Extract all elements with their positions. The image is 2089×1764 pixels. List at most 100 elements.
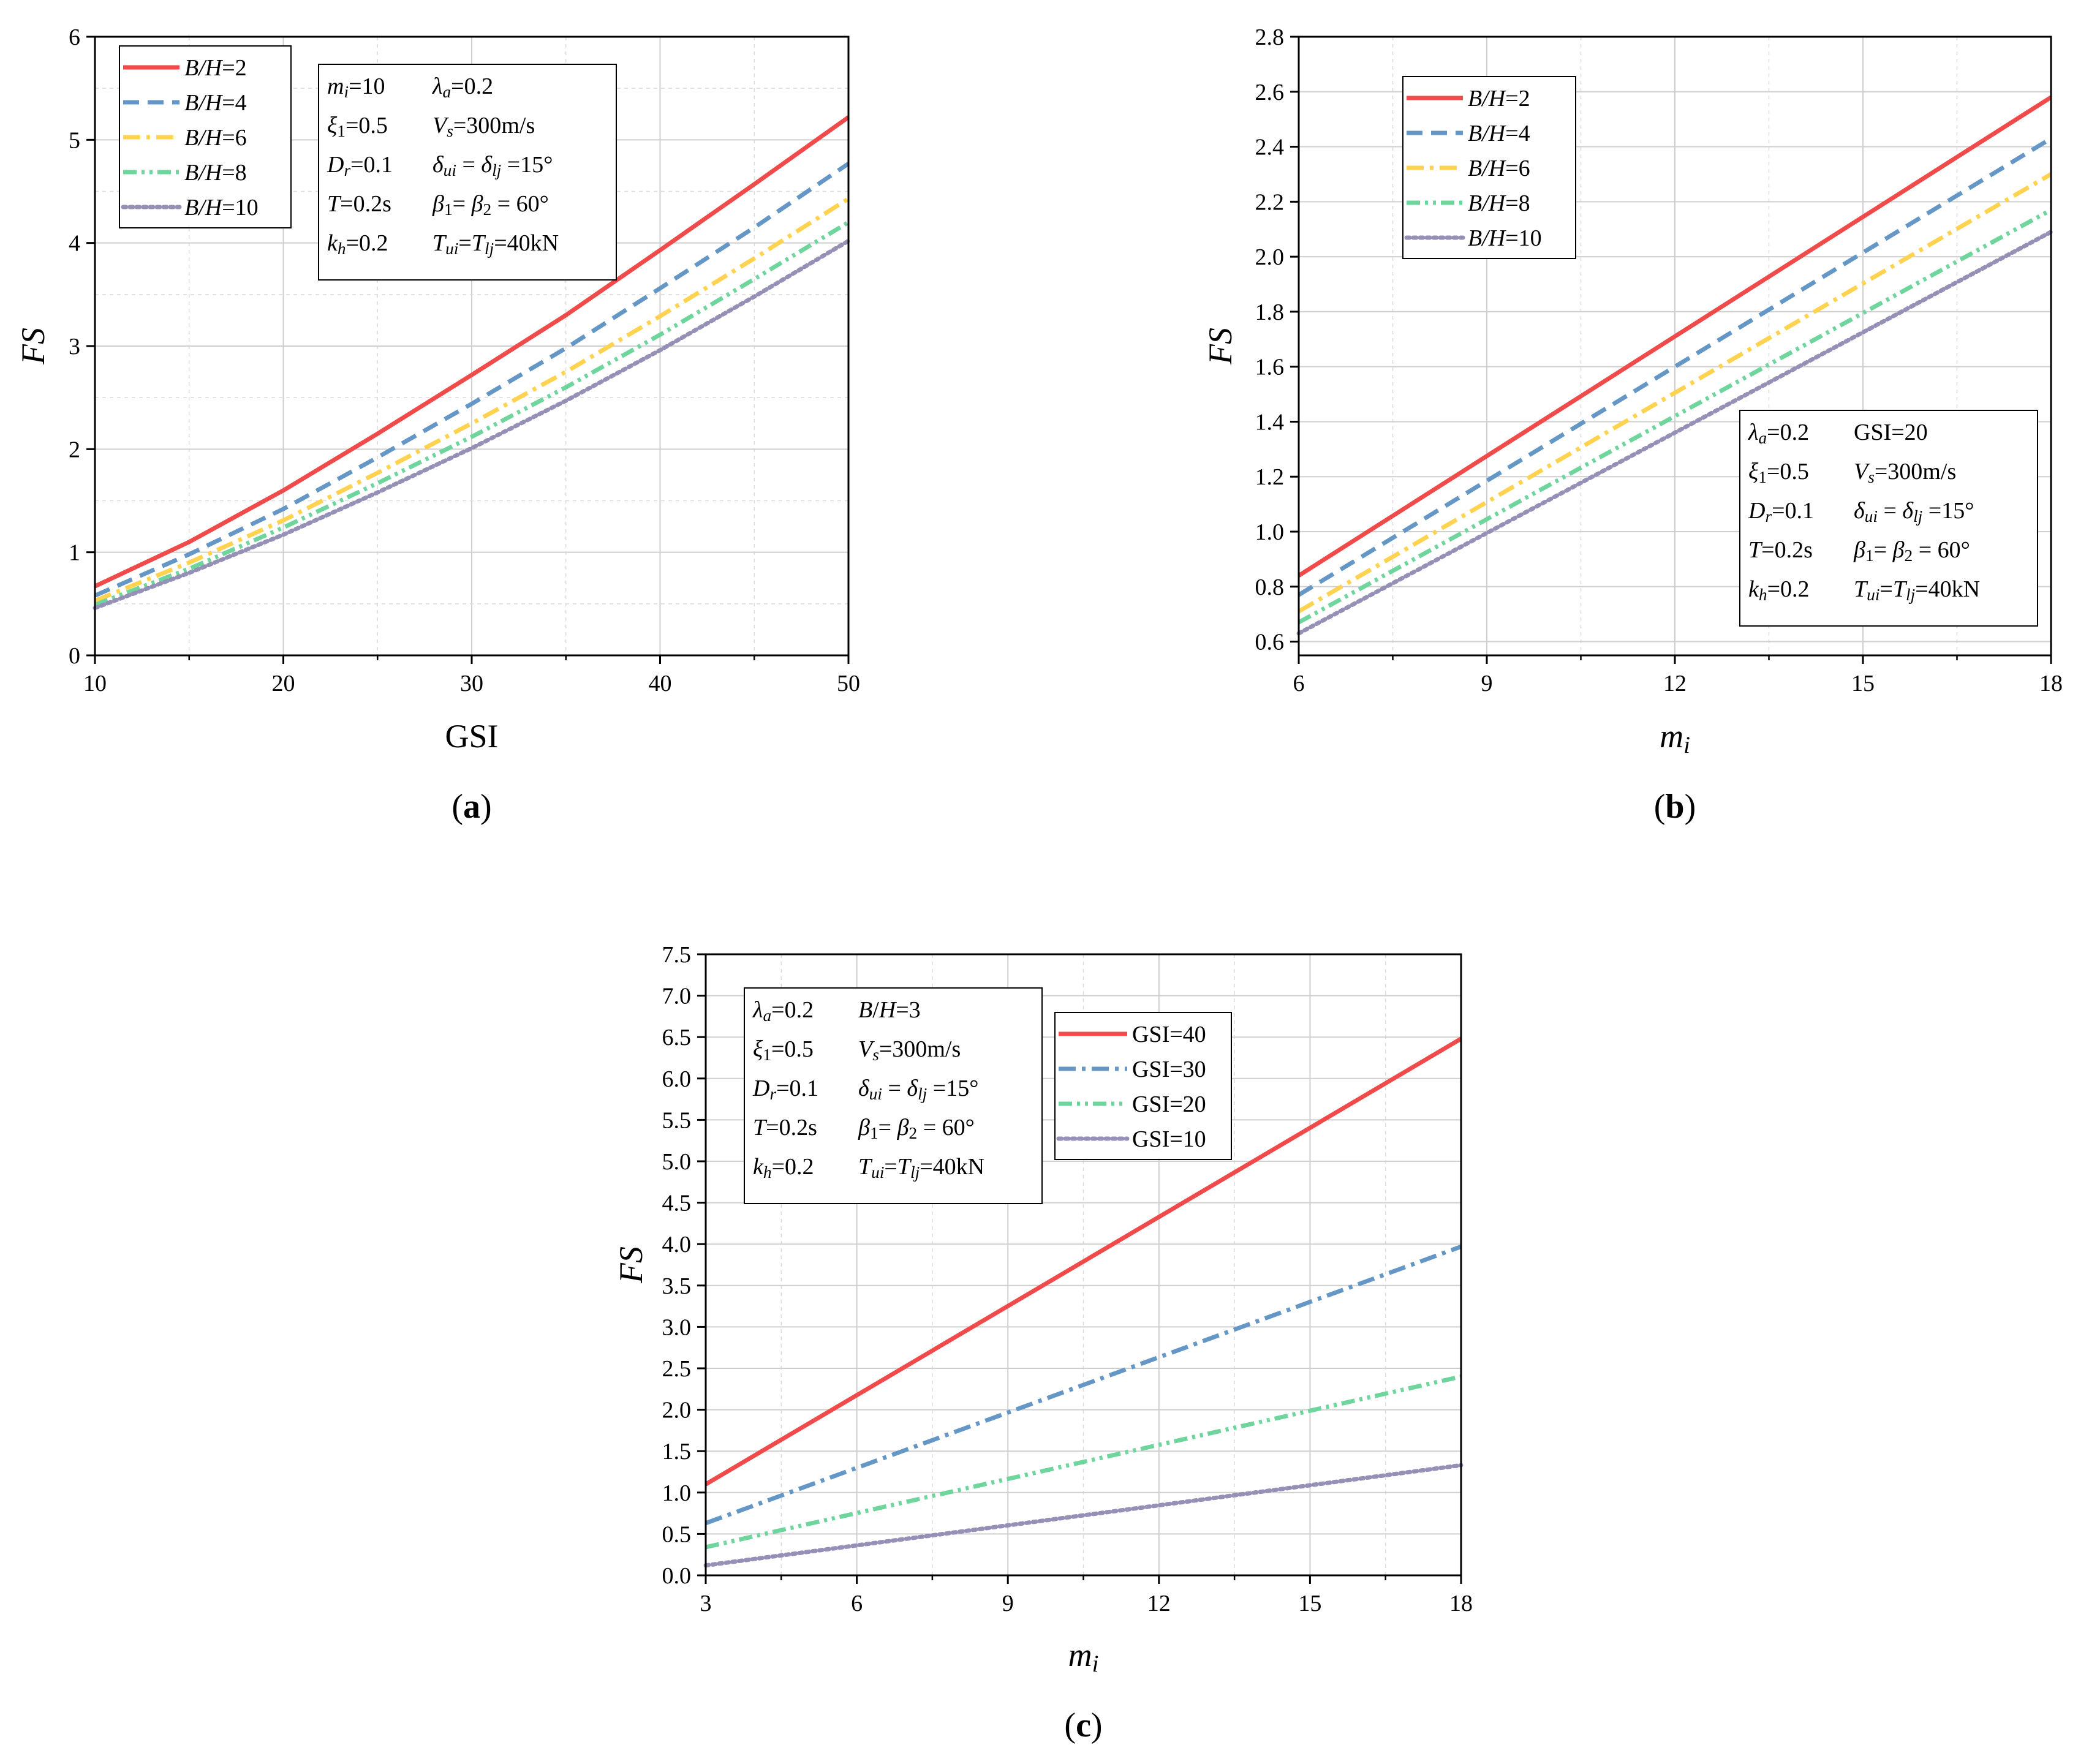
parameter-text: λa=0.2 — [1748, 420, 1809, 447]
parameter-text: kh=0.2 — [1748, 576, 1810, 604]
parameter-box-b: λa=0.2 GSI=20 ξ1=0.5 Vs=300m/s Dr=0.1 δui = δ… — [1739, 410, 2038, 627]
y-tick-label: 3.0 — [662, 1314, 692, 1340]
parameter-text: λa=0.2 — [432, 74, 493, 101]
parameter-box-frame — [744, 987, 1043, 1204]
parameter-text: Vs=300m/s — [433, 113, 535, 140]
y-tick-label: 0.6 — [1255, 630, 1285, 655]
y-tick-label: 3.5 — [662, 1273, 692, 1299]
parameter-text: λa=0.2 — [752, 997, 814, 1025]
y-tick-label: 3 — [69, 334, 80, 360]
y-tick-label: 1.4 — [1255, 409, 1285, 435]
y-tick-label: 5 — [69, 127, 80, 153]
legend-label: GSI=10 — [1132, 1126, 1206, 1152]
x-tick-label: 9 — [1481, 671, 1493, 696]
y-tick-label: 1.5 — [662, 1439, 692, 1464]
parameter-text: kh=0.2 — [327, 230, 388, 258]
y-tick-label: 0.0 — [662, 1563, 692, 1589]
y-tick-label: 7.0 — [662, 984, 692, 1009]
panel-label-b: (b) — [1654, 788, 1696, 826]
series-line-a-3 — [94, 221, 850, 607]
parameter-text: T=0.2s — [753, 1115, 817, 1140]
y-tick-label: 6 — [69, 24, 80, 50]
y-tick-label: 0 — [69, 643, 80, 669]
parameter-text: mi=10 — [327, 74, 385, 101]
parameter-text: δui = δlj =15° — [1854, 498, 1974, 526]
legend-label: GSI=30 — [1132, 1057, 1206, 1082]
series-line-a-2 — [94, 197, 850, 603]
y-tick-label: 2.4 — [1255, 135, 1285, 160]
parameter-text: β1= β2 = 60° — [858, 1115, 975, 1142]
x-tick-label: 20 — [272, 671, 295, 696]
parameter-text: ξ1=0.5 — [1748, 459, 1809, 486]
y-tick-label: 1.0 — [662, 1480, 692, 1506]
parameter-box-a: mi=10 λa=0.2 ξ1=0.5 Vs=300m/s Dr=0.1 δui = δl… — [318, 64, 617, 281]
y-axis-title-c: FS — [613, 1246, 649, 1284]
y-tick-label: 1 — [69, 540, 80, 566]
parameter-text: Tui=Tlj=40kN — [858, 1154, 984, 1182]
series-line-b-0 — [1298, 95, 2052, 578]
y-tick-label: 4.0 — [662, 1232, 692, 1257]
legend-label: B/H=6 — [184, 125, 247, 151]
parameter-text: B/H=3 — [858, 997, 921, 1023]
x-tick-label: 30 — [460, 671, 483, 696]
parameter-text: δui = δlj =15° — [858, 1076, 978, 1103]
x-tick-label: 18 — [2039, 671, 2063, 696]
y-tick-label: 1.6 — [1255, 355, 1285, 380]
series-line-b-2 — [1298, 172, 2052, 614]
parameter-text: β1= β2 = 60° — [432, 191, 549, 219]
x-axis-title-a: GSI — [445, 718, 498, 755]
series-line-a-4 — [93, 238, 851, 611]
y-tick-label: 2.0 — [662, 1398, 692, 1423]
parameter-text: Vs=300m/s — [1854, 459, 1956, 486]
series-line-c-1 — [705, 1245, 1462, 1526]
legend-label: GSI=20 — [1132, 1091, 1206, 1117]
y-tick-label: 7.5 — [662, 942, 692, 968]
legend-a: B/H=2 B/H=4 B/H=6 B/H=8 B/H=10 — [119, 45, 292, 228]
y-tick-label: 2.8 — [1255, 24, 1285, 50]
x-tick-label: 40 — [649, 671, 672, 696]
parameter-box-frame — [1739, 410, 2038, 627]
legend-b: B/H=2 B/H=4 B/H=6 B/H=8 B/H=10 — [1402, 76, 1576, 259]
parameter-text: kh=0.2 — [753, 1154, 814, 1182]
legend-box — [1054, 1012, 1232, 1160]
parameter-text: ξ1=0.5 — [753, 1036, 814, 1064]
parameter-box-c: λa=0.2 B/H=3 ξ1=0.5 Vs=300m/s Dr=0.1 δui = δl… — [744, 987, 1043, 1204]
legend-c: GSI=40 GSI=30 GSI=20 GSI=10 — [1054, 1012, 1232, 1160]
legend-label: B/H=8 — [1468, 190, 1530, 216]
parameter-text: GSI=20 — [1854, 420, 1928, 445]
x-tick-label: 18 — [1449, 1591, 1473, 1616]
x-tick-label: 6 — [851, 1591, 863, 1616]
series-line-c-2 — [705, 1374, 1462, 1550]
y-tick-label: 2.5 — [662, 1356, 692, 1382]
y-tick-label: 6.5 — [662, 1025, 692, 1050]
x-tick-label: 15 — [1851, 671, 1875, 696]
y-tick-label: 4 — [69, 231, 80, 257]
parameter-text: Tui=Tlj=40kN — [433, 230, 559, 258]
legend-label: B/H=2 — [184, 55, 247, 81]
x-tick-label: 15 — [1298, 1591, 1321, 1616]
legend-label: B/H=8 — [184, 160, 247, 186]
y-tick-label: 2.6 — [1255, 80, 1285, 105]
chart-panel-c: 3 6 9 12 15 18 0.0 0.5 1.0 1.5 2.0 2.5 3.0 3.5 4.0 4.5 5… — [613, 942, 1473, 1744]
series-line-a-1 — [94, 162, 850, 598]
panel-label-c: (c) — [1064, 1706, 1102, 1744]
y-axis-title-b: FS — [1202, 328, 1239, 365]
y-tick-label: 2.0 — [1255, 244, 1285, 270]
parameter-text: T=0.2s — [1748, 537, 1813, 563]
legend-label: B/H=6 — [1468, 156, 1530, 181]
parameter-text: ξ1=0.5 — [327, 113, 388, 140]
y-tick-label: 0.8 — [1255, 575, 1285, 600]
parameter-box-frame — [318, 64, 617, 281]
y-tick-label: 2.2 — [1255, 189, 1285, 215]
legend-label: B/H=10 — [1468, 225, 1542, 251]
series-line-a-0 — [94, 115, 850, 589]
chart-panel-a: 10 20 30 40 50 0 1 2 3 4 5 6 GSI FS (a) B/H=2 B/H=4 B/H=6… — [15, 24, 860, 826]
y-tick-label: 1.8 — [1255, 300, 1285, 325]
parameter-text: β1= β2 = 60° — [1853, 537, 1970, 565]
series-line-c-0 — [705, 1036, 1462, 1487]
y-axis-title-a: FS — [15, 328, 51, 365]
y-tick-label: 5.0 — [662, 1149, 692, 1175]
parameter-text: Dr=0.1 — [752, 1076, 818, 1103]
legend-label: B/H=4 — [1468, 121, 1530, 146]
series-line-b-4 — [1296, 230, 2053, 636]
